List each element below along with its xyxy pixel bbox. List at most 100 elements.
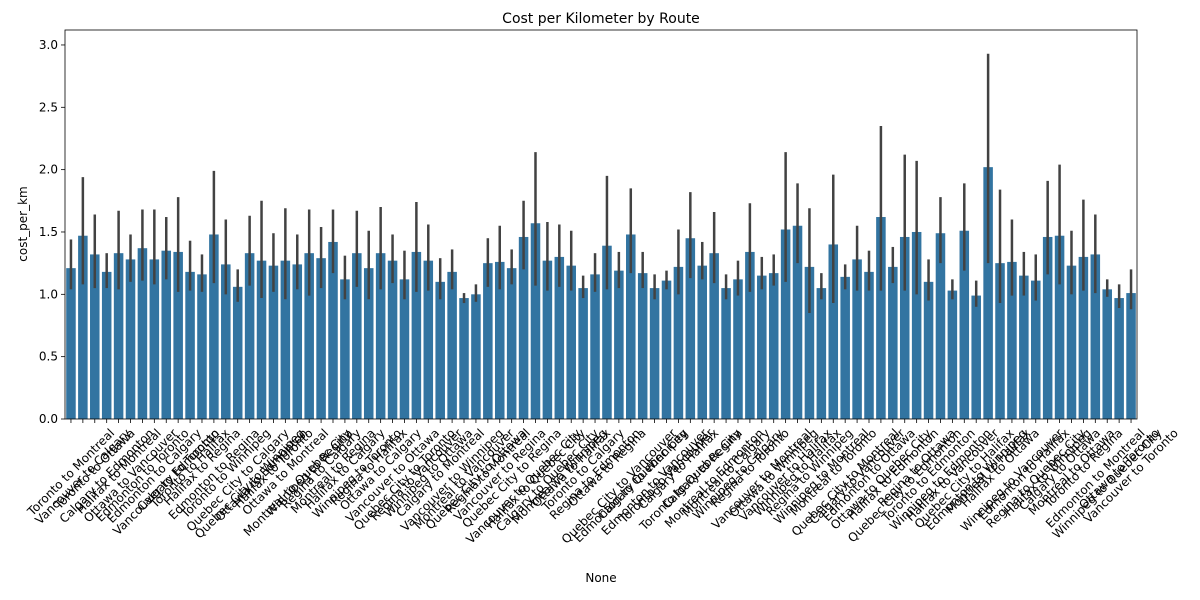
plot-frame — [64, 29, 1138, 420]
bar — [518, 236, 529, 419]
y-tick-label: 0.0 — [39, 412, 58, 426]
bar — [328, 241, 338, 419]
chart-title: Cost per Kilometer by Route — [502, 11, 700, 27]
bar — [590, 274, 600, 419]
bar — [90, 254, 100, 419]
bar — [209, 234, 219, 419]
bar — [435, 281, 445, 419]
bar — [1007, 261, 1017, 419]
bar — [542, 260, 553, 419]
bar — [149, 259, 160, 419]
bar — [78, 235, 88, 419]
bar — [1019, 275, 1029, 419]
bar — [173, 251, 183, 419]
bar — [995, 263, 1005, 419]
bar — [768, 273, 779, 419]
bar — [280, 260, 291, 419]
bar — [399, 279, 410, 419]
y-tick-label: 1.0 — [39, 287, 58, 301]
bar — [1066, 265, 1077, 419]
bar — [494, 261, 505, 419]
bar — [554, 256, 565, 419]
bar — [161, 250, 172, 419]
bar — [566, 265, 576, 419]
bar — [1030, 280, 1041, 419]
bar — [185, 271, 195, 419]
bar — [113, 253, 124, 419]
bar — [316, 258, 326, 419]
bar — [1054, 235, 1065, 419]
bar — [947, 290, 958, 419]
bar — [423, 260, 434, 419]
bar — [935, 233, 946, 419]
bar — [268, 265, 279, 419]
bar — [757, 275, 767, 419]
bar — [506, 268, 517, 419]
bar — [816, 288, 827, 419]
y-tick-label: 0.5 — [39, 350, 58, 364]
bar — [137, 248, 148, 419]
bar — [661, 280, 672, 419]
bar — [101, 271, 112, 419]
bar — [626, 234, 636, 419]
bar — [899, 236, 910, 419]
bar — [721, 288, 731, 419]
bar — [614, 270, 624, 419]
bar — [709, 253, 719, 419]
bar — [578, 288, 588, 419]
bar — [292, 264, 303, 419]
bar — [983, 167, 993, 419]
bar — [876, 217, 886, 419]
bar — [649, 288, 660, 419]
bar — [923, 281, 934, 419]
y-tick-label: 3.0 — [39, 38, 58, 52]
bar — [911, 231, 922, 419]
bar — [745, 251, 755, 419]
bar — [1102, 289, 1112, 419]
x-axis-label: None — [585, 571, 616, 585]
y-tick-label: 1.5 — [39, 225, 58, 239]
bar — [387, 260, 398, 419]
bar — [804, 266, 815, 419]
bar — [66, 268, 76, 419]
bar — [447, 271, 457, 419]
y-axis-label: cost_per_km — [16, 186, 30, 261]
bar — [411, 251, 422, 419]
bar — [959, 230, 970, 419]
bar — [828, 244, 839, 419]
bar — [304, 253, 314, 419]
bar — [685, 238, 696, 419]
bar — [792, 225, 803, 419]
bar — [888, 266, 898, 419]
bar — [864, 271, 874, 419]
bar — [697, 265, 708, 419]
bar — [852, 259, 862, 419]
bar — [232, 286, 243, 419]
bar — [352, 253, 362, 419]
y-tick-label: 2.0 — [39, 163, 58, 177]
bar — [244, 253, 255, 419]
bar — [1078, 256, 1089, 419]
y-tick-label: 2.5 — [39, 100, 58, 114]
bar — [780, 229, 791, 419]
bar — [1090, 254, 1101, 419]
bar — [1042, 236, 1053, 419]
bar — [221, 264, 231, 419]
bar — [840, 276, 850, 419]
bar — [1126, 293, 1136, 419]
bar — [340, 279, 350, 419]
bar — [733, 279, 743, 419]
bar — [363, 268, 374, 419]
bar — [637, 273, 648, 419]
bar — [459, 298, 469, 419]
bar — [1114, 298, 1124, 419]
bar — [483, 263, 493, 419]
bar — [471, 294, 481, 419]
bar — [530, 223, 541, 419]
bar — [125, 259, 136, 419]
bar — [673, 266, 684, 419]
bar — [971, 295, 981, 419]
bar — [256, 260, 267, 419]
bar — [197, 274, 207, 419]
